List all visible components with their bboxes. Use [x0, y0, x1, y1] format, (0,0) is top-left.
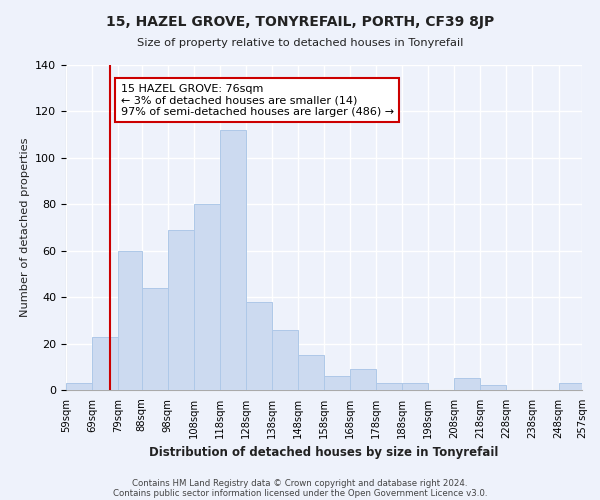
Y-axis label: Number of detached properties: Number of detached properties	[20, 138, 29, 318]
Bar	[324, 376, 350, 390]
Text: 15 HAZEL GROVE: 76sqm
← 3% of detached houses are smaller (14)
97% of semi-detac: 15 HAZEL GROVE: 76sqm ← 3% of detached h…	[121, 84, 394, 117]
Bar	[92, 336, 118, 390]
Bar	[559, 383, 582, 390]
Bar	[246, 302, 272, 390]
Bar	[298, 355, 324, 390]
Bar	[194, 204, 220, 390]
Bar	[66, 383, 92, 390]
Bar	[376, 383, 402, 390]
Bar	[402, 383, 428, 390]
Text: Contains public sector information licensed under the Open Government Licence v3: Contains public sector information licen…	[113, 488, 487, 498]
Bar	[118, 250, 142, 390]
Text: 15, HAZEL GROVE, TONYREFAIL, PORTH, CF39 8JP: 15, HAZEL GROVE, TONYREFAIL, PORTH, CF39…	[106, 15, 494, 29]
Bar	[142, 288, 167, 390]
Bar	[167, 230, 194, 390]
Text: Contains HM Land Registry data © Crown copyright and database right 2024.: Contains HM Land Registry data © Crown c…	[132, 478, 468, 488]
Bar	[220, 130, 246, 390]
X-axis label: Distribution of detached houses by size in Tonyrefail: Distribution of detached houses by size …	[149, 446, 499, 460]
Bar	[272, 330, 298, 390]
Bar	[481, 386, 506, 390]
Text: Size of property relative to detached houses in Tonyrefail: Size of property relative to detached ho…	[137, 38, 463, 48]
Bar	[454, 378, 481, 390]
Bar	[350, 369, 376, 390]
